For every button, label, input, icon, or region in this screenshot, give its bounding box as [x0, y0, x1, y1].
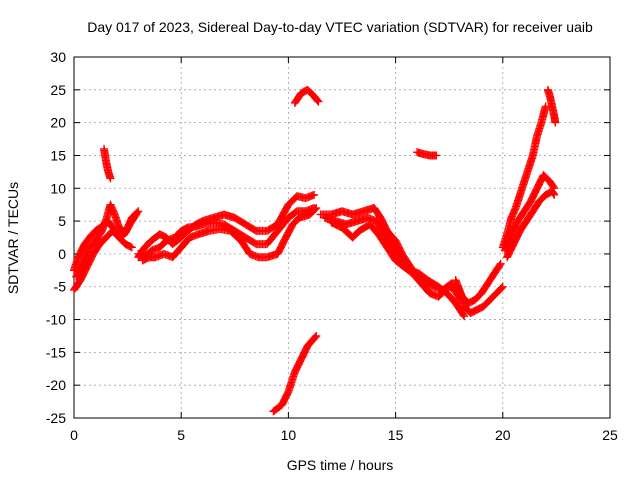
y-tick-label: 10 — [50, 180, 66, 196]
y-axis-ticks: -25 -20 -15 -10 -5 0 5 10 15 20 25 30 — [46, 49, 610, 426]
y-tick-label: 20 — [50, 115, 66, 131]
data-point — [311, 205, 320, 214]
series-sat-d — [100, 144, 115, 183]
series-sat-p — [498, 102, 550, 252]
data-point — [312, 203, 321, 212]
x-tick-label: 0 — [70, 427, 78, 443]
data-point — [310, 190, 319, 199]
series-sat-b — [72, 200, 143, 281]
data-point — [498, 282, 507, 291]
x-tick-label: 5 — [177, 427, 185, 443]
data-point — [432, 151, 441, 160]
x-tick-label: 15 — [388, 427, 404, 443]
data-point — [459, 310, 468, 319]
y-tick-label: 0 — [58, 246, 66, 262]
data-point — [313, 96, 322, 105]
series-sat-l — [327, 218, 464, 301]
data-point — [549, 189, 558, 198]
series-sat-g — [138, 203, 321, 265]
x-axis-ticks: 0 5 10 15 20 25 — [70, 57, 618, 443]
data-point — [311, 333, 320, 342]
y-tick-label: 5 — [58, 213, 66, 229]
series-sat-r — [503, 187, 559, 262]
series-sat-s — [543, 85, 560, 127]
y-tick-label: 30 — [50, 49, 66, 65]
plot-frame — [73, 56, 611, 419]
data-point — [134, 207, 143, 216]
series-sat-m — [413, 148, 441, 160]
y-tick-label: -20 — [46, 377, 66, 393]
x-tick-label: 20 — [495, 427, 511, 443]
chart-title: Day 017 of 2023, Sidereal Day-to-day VTE… — [87, 19, 593, 35]
x-tick-label: 25 — [602, 427, 618, 443]
y-tick-label: 15 — [50, 147, 66, 163]
data-point — [314, 97, 323, 106]
data-point — [460, 312, 469, 321]
data-point — [106, 174, 115, 183]
x-axis-label: GPS time / hours — [287, 457, 394, 473]
y-tick-label: -15 — [46, 344, 66, 360]
data-point — [551, 118, 560, 127]
data-point — [495, 260, 504, 269]
data-points — [70, 85, 560, 416]
series-sat-i — [269, 331, 321, 416]
y-tick-label: -10 — [46, 312, 66, 328]
y-tick-label: -25 — [46, 410, 66, 426]
x-tick-label: 10 — [281, 427, 297, 443]
series-sat-c — [70, 226, 136, 295]
data-point — [496, 259, 505, 268]
data-point — [133, 208, 142, 217]
series-sat-o — [451, 259, 505, 308]
data-point — [126, 242, 135, 251]
series-sat-h — [290, 85, 323, 107]
y-tick-label: -5 — [54, 279, 67, 295]
y-tick-label: 25 — [50, 82, 66, 98]
data-point — [497, 283, 506, 292]
data-point — [550, 190, 559, 199]
series-sat-k — [320, 213, 469, 321]
data-point — [127, 243, 136, 252]
data-point — [312, 331, 321, 340]
y-axis-label: SDTVAR / TECUs — [5, 182, 21, 294]
